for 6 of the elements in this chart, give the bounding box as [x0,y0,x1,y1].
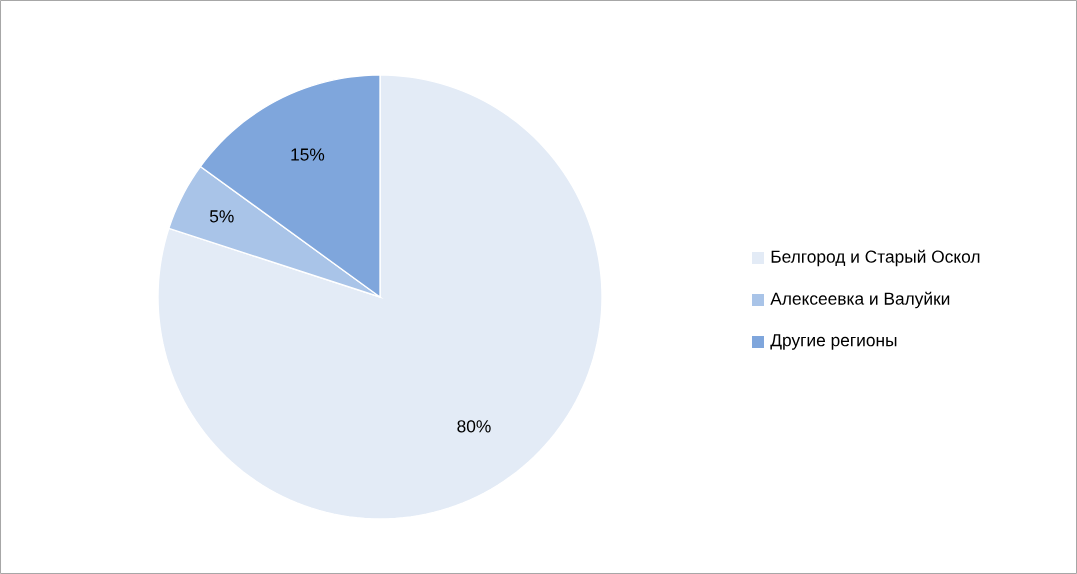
data-label: 15% [291,148,325,161]
data-label: 80% [457,420,491,433]
legend-label: Белгород и Старый Оскол [771,249,980,267]
legend-label: Алексеевка и Валуйки [770,291,950,309]
data-label: 5% [209,210,234,223]
legend-label: Другие регионы [770,334,897,350]
